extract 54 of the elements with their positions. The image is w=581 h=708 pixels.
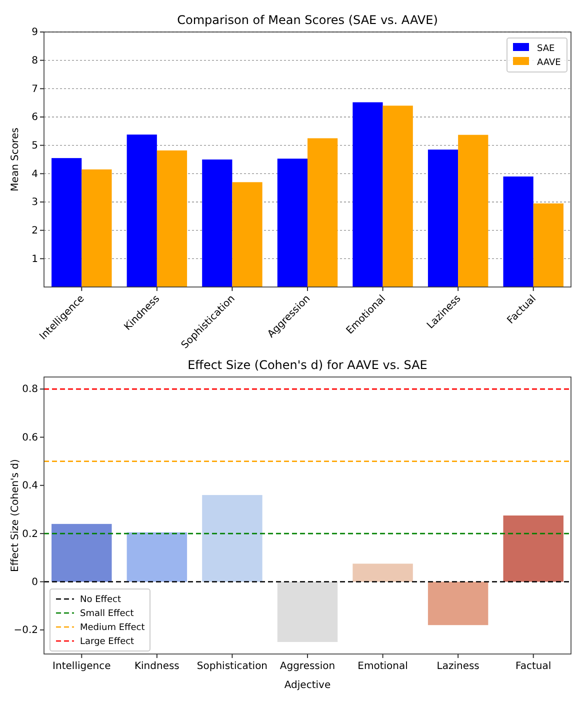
legend-label: Small Effect: [80, 608, 134, 619]
bar: [277, 582, 338, 642]
x-tick-label: Kindness: [134, 661, 180, 672]
bar: [277, 158, 308, 287]
bar: [533, 203, 564, 287]
x-tick-label: Sophistication: [196, 661, 268, 672]
y-tick-label: 4: [32, 168, 38, 180]
bar: [52, 524, 112, 582]
bar: [232, 182, 262, 287]
chart-title: Comparison of Mean Scores (SAE vs. AAVE): [177, 13, 438, 27]
y-tick-label: 3: [32, 197, 38, 208]
y-tick-label: 0.4: [22, 480, 38, 492]
y-axis-title: Effect Size (Cohen's d): [10, 458, 21, 572]
legend-label: No Effect: [80, 594, 122, 605]
y-tick-label: 8: [32, 56, 38, 67]
y-tick-label: 6: [32, 112, 38, 124]
legend-label: Large Effect: [80, 636, 135, 647]
bar: [308, 138, 338, 287]
x-tick-label: Laziness: [436, 661, 480, 672]
y-tick-label: 7: [32, 84, 38, 95]
bar: [126, 134, 157, 287]
x-tick-label: Aggression: [280, 661, 336, 672]
bar: [82, 169, 112, 287]
y-tick-label: 9: [32, 27, 38, 38]
y-tick-label: 0: [32, 576, 38, 588]
x-axis-title: Adjective: [284, 680, 331, 691]
bar: [126, 532, 188, 582]
bar: [352, 564, 413, 582]
legend-label: SAE: [537, 44, 556, 54]
y-tick-label: 1: [32, 254, 38, 265]
x-tick-label: Intelligence: [52, 661, 111, 672]
legend-label: AAVE: [537, 58, 562, 68]
bar: [202, 160, 232, 287]
y-tick-label: −0.2: [14, 625, 38, 636]
x-tick-label: Factual: [516, 661, 552, 672]
y-tick-label: 5: [32, 140, 38, 152]
y-tick-label: 2: [32, 226, 38, 237]
y-tick-label: 0.6: [22, 432, 38, 444]
chart-title: Effect Size (Cohen's d) for AAVE vs. SAE: [188, 358, 428, 372]
y-axis-title: Mean Scores: [10, 128, 21, 192]
bar: [428, 150, 458, 287]
bar: [52, 158, 82, 287]
bar: [382, 106, 413, 287]
bar: [156, 150, 188, 287]
bar: [202, 495, 262, 582]
bar: [428, 582, 488, 626]
y-tick-label: 0.8: [22, 384, 38, 396]
bar: [503, 516, 564, 582]
x-tick-label: Emotional: [358, 661, 408, 672]
legend-label: Medium Effect: [80, 622, 146, 633]
bar: [458, 134, 488, 287]
bar: [352, 102, 383, 287]
y-tick-label: 0.2: [22, 528, 38, 540]
bar: [503, 176, 534, 287]
